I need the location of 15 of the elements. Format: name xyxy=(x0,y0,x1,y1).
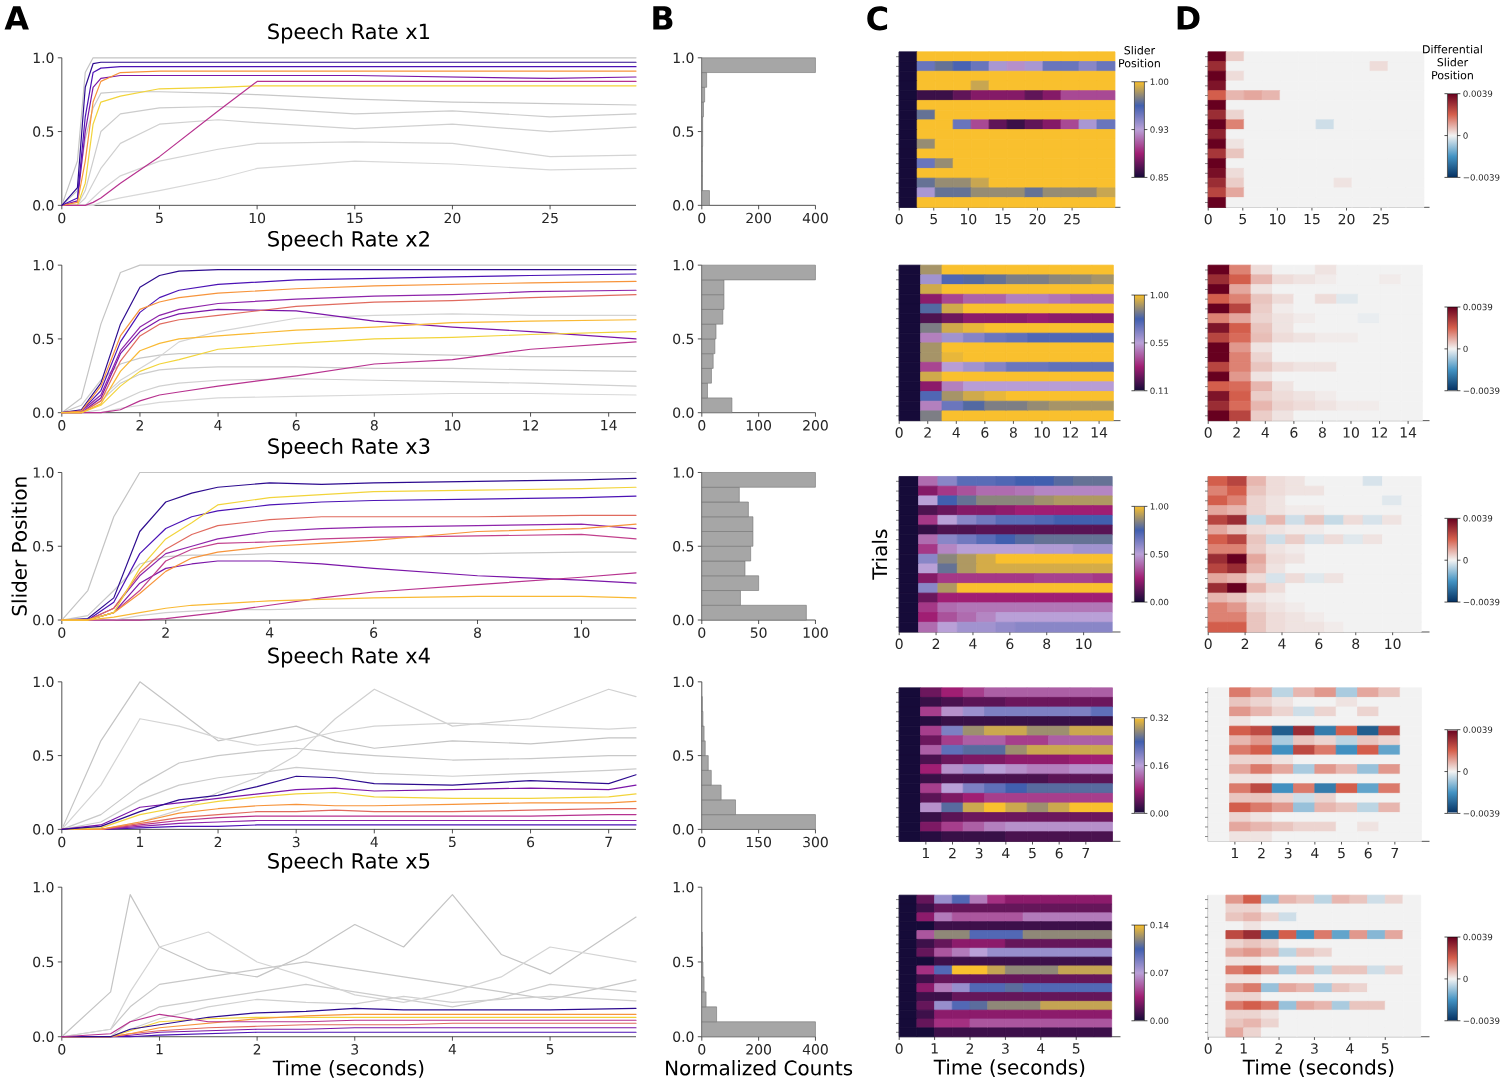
text: A xyxy=(4,6,29,30)
text: B xyxy=(653,6,673,30)
chart-title: Speech Rate x5 xyxy=(268,852,430,873)
chart-title: Speech Rate x4 xyxy=(268,646,430,668)
chart-title: Speech Rate x1 xyxy=(268,22,430,44)
y-axis-title: Trials xyxy=(871,529,888,580)
text: D xyxy=(1177,6,1200,30)
chart-title: Speech Rate x2 xyxy=(268,230,429,251)
y-axis-title: Slider Position xyxy=(11,477,27,616)
chart-title: Speech Rate x3 xyxy=(268,437,430,458)
x-axis-title: Time (seconds) xyxy=(272,1059,424,1078)
x-axis-title: Normalized Counts xyxy=(666,1059,853,1076)
text: C xyxy=(867,6,888,31)
x-axis-title: Time (seconds) xyxy=(1242,1058,1394,1077)
x-axis-title: Time (seconds) xyxy=(933,1058,1085,1077)
